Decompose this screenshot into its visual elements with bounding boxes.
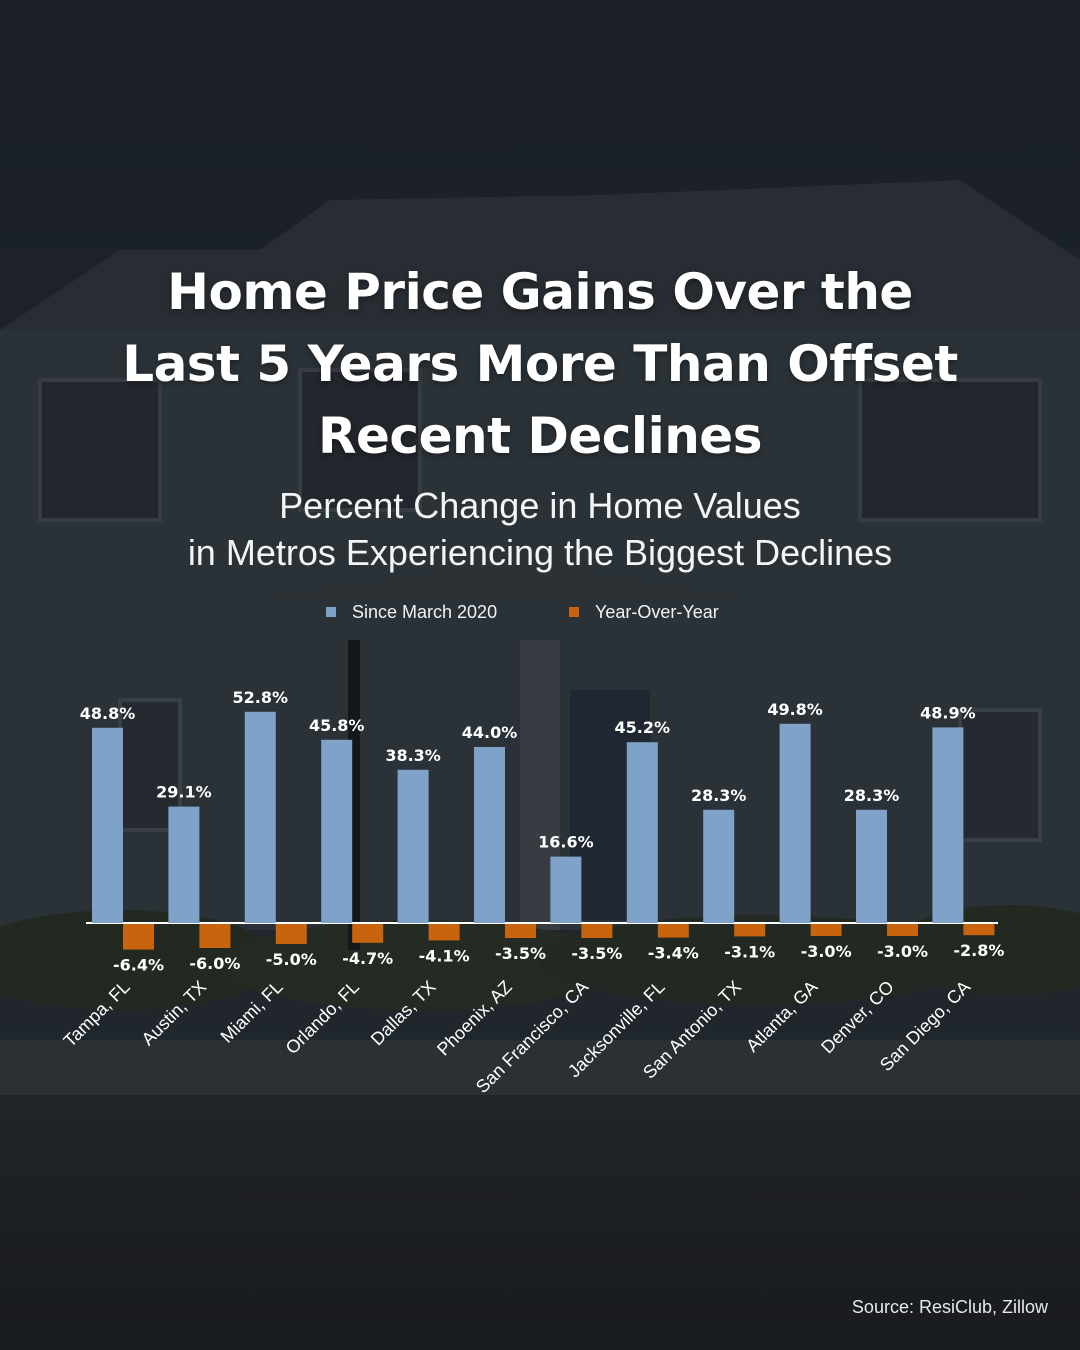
bar-since-march-2020 — [474, 747, 505, 923]
data-label-year-over-year: -5.0% — [266, 950, 317, 969]
bar-since-march-2020 — [168, 806, 200, 923]
bar-year-over-year — [123, 924, 154, 950]
bar-year-over-year — [581, 924, 613, 938]
legend-label: Since March 2020 — [352, 602, 498, 622]
bars-group — [86, 711, 998, 950]
category-tick-label: Phoenix, AZ — [433, 977, 516, 1060]
subtitle-line-2: in Metros Experiencing the Biggest Decli… — [187, 532, 893, 573]
bar-year-over-year — [810, 924, 842, 936]
legend-swatch-blue-icon — [326, 607, 336, 617]
data-label-since-march-2020: 29.1% — [156, 783, 212, 802]
bar-year-over-year — [505, 924, 536, 938]
data-label-since-march-2020: 49.8% — [767, 700, 823, 719]
data-label-since-march-2020: 45.8% — [309, 716, 365, 735]
bar-since-march-2020 — [397, 769, 429, 923]
source-note: Source: ResiClub, Zillow — [851, 1297, 1048, 1317]
bar-since-march-2020 — [321, 739, 353, 923]
category-tick-label: Dallas, TX — [367, 977, 440, 1050]
data-label-year-over-year: -3.5% — [571, 944, 622, 963]
category-tick-label: Denver, CO — [817, 977, 898, 1058]
category-tick-label: Orlando, FL — [282, 977, 363, 1058]
bar-since-march-2020 — [550, 856, 582, 923]
data-label-since-march-2020: 38.3% — [385, 746, 441, 765]
data-label-since-march-2020: 28.3% — [691, 786, 747, 805]
bar-since-march-2020 — [244, 711, 276, 923]
data-label-since-march-2020: 48.9% — [920, 703, 976, 722]
legend-item-since-march-2020: Since March 2020 — [326, 600, 497, 624]
bar-since-march-2020 — [779, 723, 811, 923]
data-label-year-over-year: -4.7% — [342, 949, 393, 968]
bar-since-march-2020 — [92, 727, 123, 923]
bar-year-over-year — [963, 924, 995, 936]
subtitle-line-1: Percent Change in Home Values — [279, 485, 801, 526]
data-label-since-march-2020: 28.3% — [844, 786, 900, 805]
chart-title: Home Price Gains Over the Last 5 Years M… — [0, 256, 1080, 472]
bar-year-over-year — [275, 924, 307, 944]
bar-since-march-2020 — [703, 809, 735, 923]
bar-year-over-year — [657, 924, 689, 938]
data-label-since-march-2020: 48.8% — [80, 704, 136, 723]
bar-year-over-year — [428, 924, 460, 941]
bar-since-march-2020 — [932, 727, 964, 923]
data-label-year-over-year: -3.5% — [495, 944, 546, 963]
bar-year-over-year — [352, 924, 384, 943]
category-tick-label: Tampa, FL — [60, 977, 134, 1051]
data-label-year-over-year: -3.0% — [877, 942, 928, 961]
data-label-year-over-year: -6.4% — [113, 956, 164, 975]
title-line-3: Recent Declines — [318, 407, 762, 465]
bar-year-over-year — [887, 924, 918, 936]
data-label-year-over-year: -3.4% — [648, 944, 699, 963]
legend-item-year-over-year: Year-Over-Year — [569, 600, 719, 624]
category-tick-label: Miami, FL — [217, 977, 287, 1047]
legend-label: Year-Over-Year — [595, 602, 719, 622]
data-label-since-march-2020: 16.6% — [538, 833, 594, 852]
data-label-year-over-year: -3.1% — [724, 942, 775, 961]
category-tick-label: Austin, TX — [138, 977, 211, 1050]
bar-since-march-2020 — [626, 742, 658, 923]
legend-swatch-orange-icon — [569, 607, 579, 617]
data-label-since-march-2020: 52.8% — [233, 688, 289, 707]
chart-legend: Since March 2020 Year-Over-Year — [0, 600, 1080, 626]
category-tick-label: Atlanta, GA — [742, 977, 821, 1056]
chart-subtitle: Percent Change in Home Values in Metros … — [0, 482, 1080, 576]
data-label-year-over-year: -4.1% — [419, 946, 470, 965]
data-label-year-over-year: -2.8% — [953, 941, 1004, 960]
data-label-year-over-year: -3.0% — [801, 942, 852, 961]
title-line-2: Last 5 Years More Than Offset — [122, 335, 958, 393]
title-line-1: Home Price Gains Over the — [167, 263, 913, 321]
data-label-since-march-2020: 45.2% — [615, 718, 671, 737]
data-label-since-march-2020: 44.0% — [462, 723, 518, 742]
data-label-year-over-year: -6.0% — [189, 954, 240, 973]
bar-since-march-2020 — [856, 809, 887, 923]
bar-year-over-year — [199, 924, 231, 948]
bar-year-over-year — [734, 924, 766, 937]
